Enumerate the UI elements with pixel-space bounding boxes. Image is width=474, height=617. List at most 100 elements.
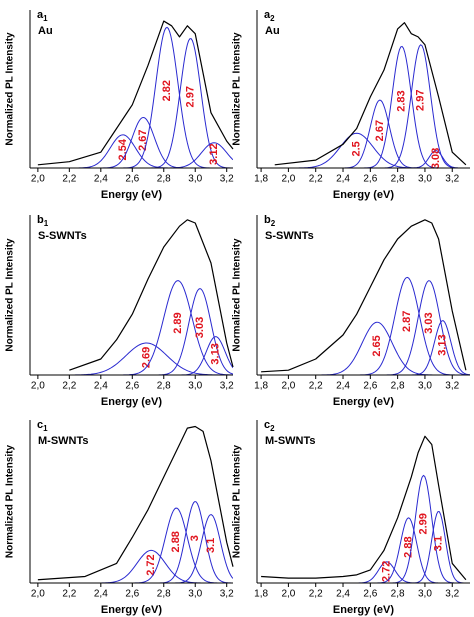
x-tick-label: 1,8 <box>254 174 268 185</box>
x-axis-label: Energy (eV) <box>333 189 394 201</box>
panel-subscript: 1 <box>44 219 49 228</box>
x-tick-label: 2,2 <box>62 381 76 392</box>
panel-label: a2 <box>264 9 275 23</box>
peak-label: 2.97 <box>184 86 196 107</box>
peak-label: 3 <box>189 535 201 541</box>
x-axis-label: Energy (eV) <box>333 396 394 408</box>
x-tick-label: 2,4 <box>336 381 350 392</box>
panel: 2.65 2.87 3.033.13 1,8 2,0 2,2 2,4 2,6 2,8 3,0 3,2… <box>232 214 470 408</box>
peak-label: 2.99 <box>417 513 429 534</box>
panel-letter: c <box>37 419 43 431</box>
panel-subscript: 2 <box>271 219 276 228</box>
spectrum-line <box>261 219 467 373</box>
x-tick-label: 2,8 <box>157 589 171 600</box>
x-tick-label: 3,2 <box>220 381 234 392</box>
x-tick-label: 2,6 <box>125 381 139 392</box>
gaussian-peak <box>30 134 233 168</box>
panel-subscript: 2 <box>270 14 275 23</box>
x-tick-label: 2,8 <box>391 174 405 185</box>
gaussian-peak <box>30 142 233 168</box>
peak-label: 2.88 <box>170 531 182 552</box>
panel-subscript: 1 <box>43 14 48 23</box>
gaussian-peak <box>257 280 470 375</box>
peak-label: 3.03 <box>423 312 435 333</box>
panel: 2.72 2.882.99 3.1 1,8 2,0 2,2 2,4 2,6 2,8 3,0 3,2 E… <box>232 419 470 616</box>
gaussian-peak <box>257 44 470 168</box>
gaussian-peak <box>30 500 233 583</box>
peak-label: 2.67 <box>374 120 386 141</box>
gaussian-peak <box>30 336 233 375</box>
peak-label: 3.12 <box>208 143 220 164</box>
x-tick-label: 2,2 <box>309 381 323 392</box>
x-tick-label: 2,2 <box>62 174 76 185</box>
spectrum-line <box>274 22 467 166</box>
panel-letter: c <box>264 419 270 431</box>
x-tick-label: 2,4 <box>336 174 350 185</box>
peak-label: 2.87 <box>401 311 413 332</box>
gaussian-peak <box>30 26 233 168</box>
x-tick-label: 2,4 <box>94 174 108 185</box>
spectrum-line <box>37 425 234 581</box>
x-axis-label: Energy (eV) <box>333 604 394 616</box>
sample-name: S-SWNTs <box>38 230 87 242</box>
peak-label: 3.03 <box>194 317 206 338</box>
peak-label: 3.1 <box>433 536 445 551</box>
x-tick-label: 2,4 <box>94 589 108 600</box>
sample-name: S-SWNTs <box>265 230 314 242</box>
x-tick-label: 3,2 <box>445 589 459 600</box>
x-tick-label: 1,8 <box>254 381 268 392</box>
peak-label: 2.69 <box>140 347 152 368</box>
gaussian-peak <box>257 99 470 168</box>
x-tick-label: 3,0 <box>418 174 432 185</box>
gaussian-peak <box>257 474 470 583</box>
x-tick-label: 3,0 <box>188 589 202 600</box>
x-tick-label: 2,6 <box>125 174 139 185</box>
x-tick-label: 2,8 <box>157 174 171 185</box>
peak-label: 2.88 <box>402 536 414 557</box>
panel-subscript: 1 <box>43 424 48 433</box>
gaussian-peak <box>257 510 470 583</box>
y-axis-label: Normalized PL Intensity <box>5 444 16 558</box>
x-axis-label: Energy (eV) <box>101 396 162 408</box>
x-tick-label: 1,8 <box>254 589 268 600</box>
x-tick-label: 3,0 <box>418 381 432 392</box>
peak-label: 2.5 <box>351 141 363 156</box>
gaussian-peak <box>257 320 470 375</box>
gaussian-peak <box>30 288 233 375</box>
x-tick-label: 2,6 <box>363 381 377 392</box>
x-tick-label: 2,8 <box>391 589 405 600</box>
peak-label: 3.13 <box>437 334 449 355</box>
peak-label: 3.08 <box>430 148 442 169</box>
x-tick-label: 2,8 <box>391 381 405 392</box>
x-tick-label: 3,0 <box>188 174 202 185</box>
x-tick-label: 2,6 <box>363 589 377 600</box>
peak-label: 2.54 <box>117 138 129 160</box>
panel: 2.69 2.89 3.03 3.13 2,0 2,2 2,4 2,6 2,8 3,0 3,2 Ene… <box>5 214 234 408</box>
x-tick-label: 3,2 <box>220 174 234 185</box>
gaussian-peak <box>257 150 470 168</box>
x-tick-label: 2,6 <box>363 174 377 185</box>
y-axis-label: Normalized PL Intensity <box>232 444 243 558</box>
peak-label: 2.72 <box>145 554 157 575</box>
panel-letter: b <box>264 214 271 226</box>
panel-letter: b <box>37 214 44 226</box>
sample-name: Au <box>38 25 53 37</box>
x-tick-label: 3,2 <box>445 381 459 392</box>
sample-name: M-SWNTs <box>38 435 89 447</box>
x-tick-label: 2,0 <box>31 589 45 600</box>
y-axis-label: Normalized PL Intensity <box>232 32 243 146</box>
peak-label: 2.82 <box>161 80 173 101</box>
x-tick-label: 2,2 <box>62 589 76 600</box>
x-tick-label: 2,6 <box>125 589 139 600</box>
gaussian-peak <box>30 38 233 168</box>
spectrum-line <box>261 435 467 581</box>
panel-letter: a <box>37 9 44 21</box>
x-tick-label: 2,4 <box>94 381 108 392</box>
gaussian-peak <box>257 276 470 375</box>
panel: 2.72 2.88 3 3.1 2,0 2,2 2,4 2,6 2,8 3,0 3,2 Energy … <box>5 419 234 616</box>
x-tick-label: 3,2 <box>220 589 234 600</box>
y-axis-label: Normalized PL Intensity <box>5 32 16 146</box>
y-axis-label: Normalized PL Intensity <box>232 238 243 352</box>
peak-label: 2.65 <box>371 335 383 356</box>
